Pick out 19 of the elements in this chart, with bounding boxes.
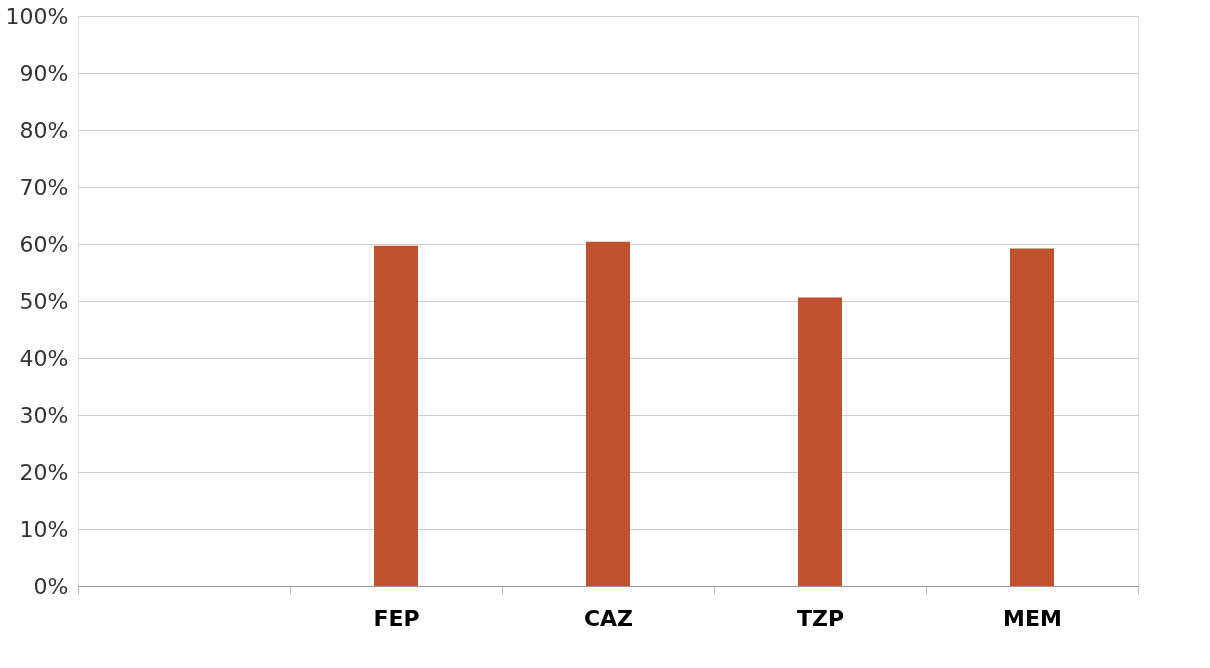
x-tick-label: MEM xyxy=(1003,605,1062,631)
bar xyxy=(1010,248,1054,586)
y-tick-label: 40% xyxy=(19,345,69,371)
x-tick-label: CAZ xyxy=(583,605,634,631)
bar xyxy=(798,297,842,586)
y-tick-label: 50% xyxy=(19,288,69,314)
y-tick-label: 30% xyxy=(19,402,69,428)
x-tick-label: TZP xyxy=(796,605,845,631)
y-tick-label: 100% xyxy=(5,3,69,29)
x-tick-label: FEP xyxy=(373,605,420,631)
bar xyxy=(586,241,630,586)
y-tick-label: 10% xyxy=(19,516,69,542)
y-tick-label: 90% xyxy=(19,60,69,86)
y-tick-label: 20% xyxy=(19,459,69,485)
y-tick-label: 70% xyxy=(19,174,69,200)
y-tick-label: 60% xyxy=(19,231,69,257)
y-tick-label: 80% xyxy=(19,117,69,143)
y-tick-label: 0% xyxy=(33,573,69,599)
bar xyxy=(374,245,418,586)
